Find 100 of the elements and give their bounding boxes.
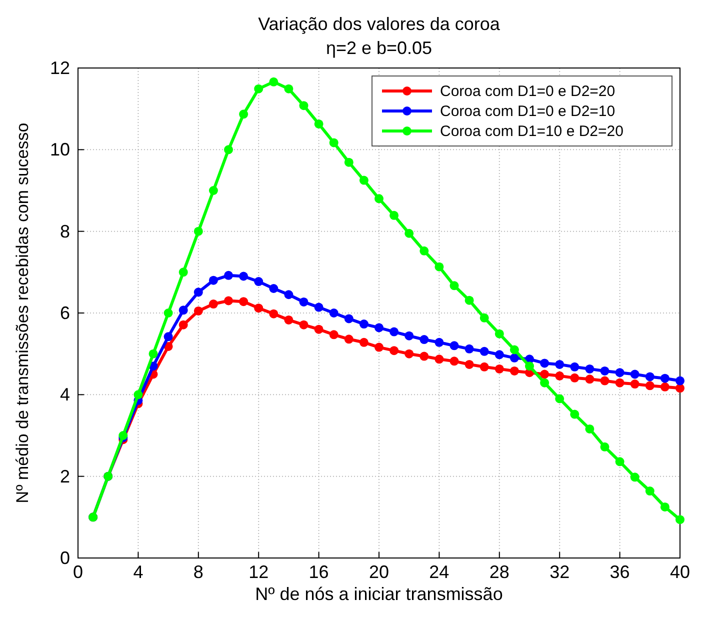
- point: [450, 281, 459, 290]
- point: [600, 366, 610, 376]
- point: [555, 371, 564, 380]
- x-tick-label: 36: [610, 562, 630, 582]
- point: [299, 320, 308, 330]
- y-axis-title: Nº médio de transmissões recebidas com sucesso: [13, 122, 32, 504]
- x-tick-label: 32: [550, 562, 570, 582]
- x-tick-label: 8: [193, 562, 204, 582]
- point: [540, 378, 550, 388]
- point: [284, 315, 294, 324]
- point: [480, 346, 489, 356]
- point: [420, 335, 429, 344]
- point: [239, 110, 248, 119]
- point: [374, 323, 384, 332]
- point: [359, 320, 368, 329]
- x-tick-label: 40: [670, 562, 690, 582]
- point: [224, 145, 233, 154]
- point: [359, 176, 368, 185]
- point: [585, 364, 594, 374]
- point: [540, 358, 550, 368]
- legend-label: Coroa com D1=10 e D2=20: [440, 123, 624, 140]
- point: [570, 362, 580, 372]
- x-tick-label: 0: [72, 562, 84, 582]
- point: [480, 362, 489, 372]
- point: [464, 360, 474, 369]
- point: [676, 384, 684, 393]
- point: [480, 313, 489, 322]
- point: [630, 370, 640, 379]
- y-tick-label: 10: [50, 140, 70, 160]
- point: [494, 364, 504, 374]
- point: [615, 368, 624, 378]
- point: [510, 353, 519, 362]
- point: [314, 302, 324, 312]
- point: [600, 376, 610, 386]
- chart-title: Variação dos valores da coroa: [258, 14, 501, 34]
- point: [314, 324, 324, 334]
- point: [420, 246, 429, 256]
- point: [630, 380, 640, 389]
- point: [660, 374, 670, 383]
- point: [329, 138, 338, 148]
- point: [660, 502, 670, 512]
- point: [239, 272, 248, 281]
- point: [208, 300, 218, 309]
- point: [510, 366, 519, 376]
- point: [450, 356, 459, 366]
- point: [404, 349, 414, 358]
- point: [645, 372, 654, 382]
- x-tick-label: 12: [248, 562, 269, 582]
- point: [374, 342, 384, 352]
- x-tick-label: 28: [489, 562, 510, 582]
- point: [329, 330, 338, 340]
- point: [434, 338, 444, 347]
- y-tick-label: 6: [60, 303, 70, 323]
- point: [494, 350, 504, 360]
- point: [600, 442, 610, 452]
- point: [510, 345, 519, 354]
- legend-label: Coroa com D1=0 e D2=10: [440, 103, 616, 120]
- point: [178, 268, 188, 277]
- point: [404, 228, 414, 238]
- x-tick-label: 20: [368, 562, 390, 582]
- point: [208, 186, 218, 195]
- point: [676, 515, 684, 524]
- legend-label: Coroa com D1=0 e D2=20: [440, 83, 616, 100]
- y-tick-label: 0: [60, 548, 70, 568]
- point: [284, 84, 294, 94]
- point: [434, 262, 444, 272]
- point: [148, 349, 158, 358]
- point: [118, 431, 128, 440]
- point: [615, 378, 624, 388]
- point: [390, 327, 399, 336]
- point: [344, 314, 354, 324]
- point: [164, 332, 173, 342]
- y-tick-label: 8: [60, 221, 70, 242]
- y-tick-label: 4: [60, 384, 70, 405]
- point: [208, 276, 218, 285]
- point: [194, 306, 203, 316]
- point: [178, 320, 188, 330]
- point: [645, 486, 654, 496]
- point: [570, 373, 580, 382]
- point: [660, 382, 670, 392]
- point: [314, 119, 324, 128]
- point: [299, 297, 308, 306]
- point: [630, 472, 640, 482]
- point: [284, 290, 294, 300]
- point: [585, 424, 594, 434]
- y-tick-label: 12: [50, 58, 70, 78]
- point: [269, 77, 278, 86]
- point: [254, 84, 264, 94]
- point: [645, 381, 654, 390]
- chart-subtitle: η=2 e b=0.05: [326, 38, 432, 58]
- point: [269, 284, 278, 293]
- point: [390, 210, 399, 220]
- point: [359, 338, 368, 347]
- point: [555, 394, 564, 404]
- point: [194, 288, 203, 297]
- point: [404, 331, 414, 340]
- point: [434, 354, 444, 364]
- point: [344, 158, 354, 167]
- point: [329, 308, 338, 318]
- point: [420, 352, 429, 361]
